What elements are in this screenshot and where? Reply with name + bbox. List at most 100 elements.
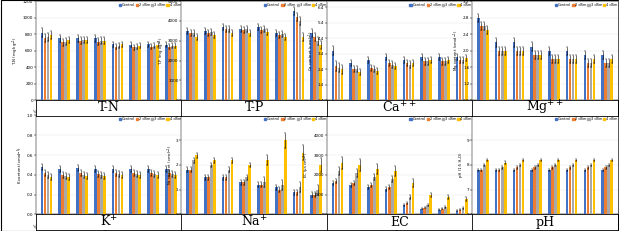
Bar <box>44 173 46 215</box>
Bar <box>139 46 141 100</box>
Bar <box>444 207 447 215</box>
Bar <box>604 167 607 231</box>
Title: Open Channel subirrigation (maize): Open Channel subirrigation (maize) <box>352 110 447 115</box>
Bar <box>394 171 397 215</box>
Bar <box>313 195 316 215</box>
Bar <box>153 46 156 100</box>
Bar <box>426 61 429 106</box>
Bar <box>486 160 489 231</box>
Bar <box>192 33 195 100</box>
Bar <box>480 26 483 133</box>
Bar <box>278 35 280 100</box>
Bar <box>340 69 344 106</box>
Bar <box>67 177 70 215</box>
Bar <box>41 33 43 100</box>
Bar <box>64 176 67 215</box>
Bar <box>423 61 426 106</box>
Bar <box>147 169 150 215</box>
Bar <box>156 45 159 100</box>
Bar <box>355 69 358 106</box>
Bar <box>67 40 70 100</box>
Bar <box>240 29 242 100</box>
Bar <box>566 170 568 231</box>
Bar <box>430 60 432 106</box>
Bar <box>82 175 85 215</box>
Bar <box>498 170 501 231</box>
Bar <box>495 170 498 231</box>
Bar <box>501 51 503 133</box>
Bar <box>79 41 82 100</box>
Bar <box>319 45 322 100</box>
Bar <box>569 59 571 133</box>
Bar <box>459 210 462 215</box>
Bar <box>174 175 176 215</box>
Bar <box>171 46 173 100</box>
Y-axis label: Ca content (cmol$^{-1}$): Ca content (cmol$^{-1}$) <box>307 30 316 71</box>
Bar <box>444 61 447 106</box>
Bar <box>539 160 542 231</box>
Bar <box>225 29 227 100</box>
Bar <box>385 189 387 215</box>
Title: Open Channel subirrigation (maize): Open Channel subirrigation (maize) <box>498 110 592 115</box>
Bar <box>355 173 358 215</box>
Bar <box>260 30 263 100</box>
Bar <box>213 35 215 100</box>
Bar <box>263 29 266 100</box>
X-axis label: Date: Date <box>540 230 550 231</box>
Bar <box>103 176 106 215</box>
Bar <box>358 165 361 215</box>
Bar <box>225 177 227 215</box>
Bar <box>275 187 277 215</box>
Bar <box>61 175 64 215</box>
Bar <box>46 175 50 215</box>
Y-axis label: K content (cmol$^{-1}$): K content (cmol$^{-1}$) <box>16 146 25 184</box>
Bar <box>111 44 115 100</box>
Bar <box>584 55 586 133</box>
X-axis label: Date: Date <box>540 116 550 120</box>
Bar <box>534 55 536 133</box>
Bar <box>150 46 153 100</box>
Bar <box>587 167 589 231</box>
Bar <box>405 203 409 215</box>
Bar <box>222 177 224 215</box>
Bar <box>222 27 224 100</box>
Bar <box>420 209 423 215</box>
Bar <box>257 27 260 100</box>
Bar <box>97 174 100 215</box>
Bar <box>367 187 370 215</box>
Bar <box>301 153 305 215</box>
Bar <box>607 63 610 133</box>
Bar <box>210 32 212 100</box>
Bar <box>266 160 269 215</box>
Bar <box>245 29 248 100</box>
Bar <box>601 170 604 231</box>
Bar <box>46 37 50 100</box>
Bar <box>412 63 414 106</box>
Bar <box>129 169 132 215</box>
Bar <box>459 60 462 106</box>
Bar <box>539 55 542 133</box>
Bar <box>186 31 189 100</box>
Bar <box>456 210 459 215</box>
Text: T-P: T-P <box>245 101 264 114</box>
Bar <box>296 17 298 100</box>
Bar <box>301 37 305 100</box>
Bar <box>103 41 106 100</box>
Bar <box>480 170 483 231</box>
Text: T-N: T-N <box>98 101 119 114</box>
Bar <box>293 192 295 215</box>
Bar <box>530 170 533 231</box>
Bar <box>391 65 394 106</box>
Bar <box>373 69 376 106</box>
Bar <box>456 57 459 106</box>
Bar <box>575 59 578 133</box>
Bar <box>504 163 506 231</box>
Bar <box>207 177 210 215</box>
Bar <box>150 173 153 215</box>
Bar <box>557 160 560 231</box>
Bar <box>332 183 334 215</box>
Bar <box>263 182 266 215</box>
Bar <box>174 46 176 100</box>
Bar <box>257 185 260 215</box>
Bar <box>402 205 405 215</box>
